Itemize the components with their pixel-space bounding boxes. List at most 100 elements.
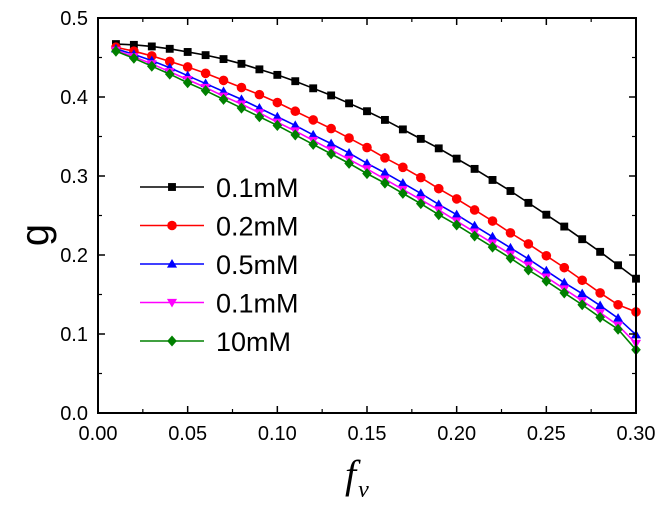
legend-marker [167, 335, 177, 347]
series-3-point [469, 220, 480, 230]
series-3-point [326, 138, 337, 148]
series-1-point [506, 187, 515, 195]
series-5-point [254, 111, 265, 123]
series-2-line [115, 46, 637, 313]
series-5-point [595, 311, 605, 323]
plot-marks [110, 40, 642, 356]
series-2-point [541, 250, 552, 261]
series-3-point [433, 199, 444, 209]
y-tick-label: 0.5 [60, 8, 88, 30]
series-2-point [505, 228, 516, 238]
series-1-point [614, 261, 623, 270]
y-tick-label: 0.3 [60, 166, 88, 188]
series-1-point [255, 65, 264, 74]
x-tick-label: 0.20 [437, 423, 476, 445]
series-5-point [129, 52, 139, 64]
series-3-point [451, 209, 462, 219]
series-3-line [115, 48, 637, 336]
x-tick-label: 0.30 [617, 423, 656, 445]
series-5-point [469, 230, 480, 242]
series-5-point [433, 209, 444, 221]
series-5-point [147, 60, 157, 72]
series-2-point [523, 239, 534, 249]
series-1-point [416, 134, 425, 143]
series-2-point [398, 162, 408, 173]
legend-entry-5: 10mM [140, 327, 291, 357]
series-5-point [111, 45, 121, 57]
legend: 0.1mM 0.2mM 0.5mM 0.1mM 10mM [140, 173, 299, 357]
series-1-point [201, 51, 210, 60]
series-2-point [326, 123, 336, 134]
series-5-point [344, 157, 354, 169]
series-2-point [254, 89, 265, 100]
series-3-point [361, 158, 373, 167]
series-5-point [613, 323, 623, 335]
series-1-point [147, 42, 156, 51]
series-5-point [326, 148, 336, 160]
series-1-point [596, 247, 605, 256]
series-2-point [218, 75, 229, 86]
y-axis-label: g [13, 224, 57, 246]
series-5-point [505, 252, 516, 264]
series-1-point [363, 107, 371, 116]
legend-label: 0.2mM [216, 212, 299, 242]
legend-entry-1: 0.1mM [140, 173, 299, 203]
y-tick-label: 0.0 [60, 403, 88, 425]
series-1-point [560, 222, 569, 231]
series-2-point [433, 183, 444, 194]
legend-label: 0.1mM [216, 173, 299, 203]
series-3-point [290, 120, 301, 130]
series-1-point [237, 59, 246, 68]
legend-label: 10mM [216, 327, 291, 357]
series-1-point [219, 55, 228, 64]
series-1-point [380, 115, 389, 124]
series-5-point [398, 187, 408, 199]
series-3-point [415, 188, 426, 197]
legend-marker [166, 298, 178, 308]
series-2-point [559, 262, 570, 273]
x-tick-label: 0.10 [258, 423, 297, 445]
series-2-point [164, 56, 175, 67]
series-3-point [272, 111, 283, 121]
series-3-point [344, 148, 355, 157]
series-1-point [327, 91, 336, 100]
series-5-point [272, 119, 283, 131]
x-tick-label: 0.00 [79, 423, 118, 445]
series-2-point [308, 115, 319, 125]
series-2-point [200, 68, 211, 79]
series-5-point [362, 168, 372, 180]
legend-marker [168, 183, 176, 191]
series-1-point [129, 40, 138, 49]
series-5 [111, 45, 641, 356]
series-1-point [273, 70, 282, 79]
legend-entry-2: 0.2mM [140, 212, 299, 242]
series-2-point [487, 216, 498, 226]
series-2-point [344, 133, 354, 143]
series-5-point [559, 287, 570, 299]
x-tick-label: 0.05 [168, 423, 207, 445]
series-3-point [613, 313, 624, 322]
series-5-point [451, 219, 462, 231]
legend-label: 0.1mM [216, 289, 299, 319]
series-3-point [487, 231, 498, 241]
series-5-point [308, 138, 318, 150]
series-1-point [542, 210, 551, 219]
legend-entry-4: 0.1mM [140, 289, 299, 319]
series-2-point [613, 299, 623, 310]
series-3-point [523, 253, 534, 263]
series-5-point [182, 77, 193, 89]
series-2-point [469, 205, 480, 215]
series-5-point [416, 198, 426, 210]
series-1-point [183, 48, 192, 56]
series-1-point [434, 144, 443, 153]
series-1-point [524, 198, 533, 207]
series-2-point [380, 153, 390, 163]
series-2-point [577, 275, 587, 286]
series-2-point [451, 194, 462, 204]
x-axis-label: fv [345, 452, 369, 503]
series-1-point [452, 154, 461, 163]
series-1-point [470, 164, 479, 173]
series-5-point [541, 275, 552, 287]
series-2-point [182, 62, 193, 72]
